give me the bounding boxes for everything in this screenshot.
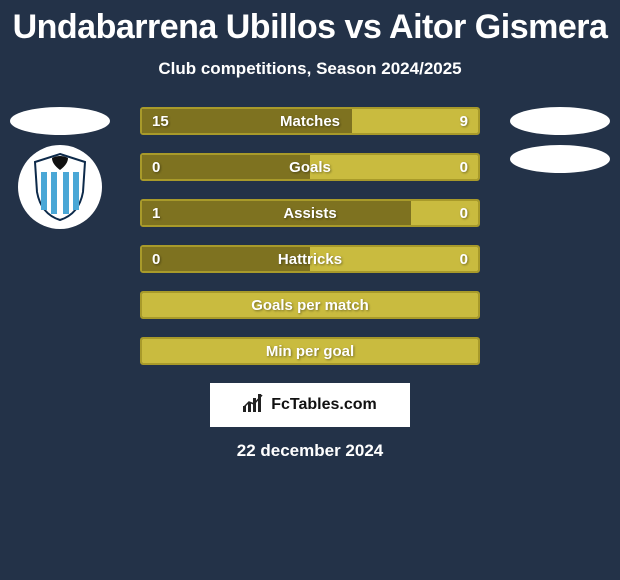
- stat-bar: Min per goal: [140, 337, 480, 365]
- stat-value-left: 15: [152, 109, 169, 133]
- stat-value-left: 0: [152, 247, 160, 271]
- bar-left-fill: [142, 293, 478, 317]
- stat-bar: 10Assists: [140, 199, 480, 227]
- branding-badge: FcTables.com: [210, 383, 410, 427]
- bar-left-fill: [142, 201, 411, 225]
- branding-text: FcTables.com: [271, 396, 377, 414]
- stat-bars: 159Matches00Goals10Assists00HattricksGoa…: [140, 107, 480, 365]
- stat-bar: 00Hattricks: [140, 245, 480, 273]
- bar-left-fill: [142, 339, 478, 363]
- bar-left-fill: [142, 247, 310, 271]
- bar-left-fill: [142, 155, 310, 179]
- page-title: Undabarrena Ubillos vs Aitor Gismera: [0, 0, 620, 47]
- stat-value-left: 0: [152, 155, 160, 179]
- stat-value-left: 1: [152, 201, 160, 225]
- stat-value-right: 0: [460, 201, 468, 225]
- stat-bar: Goals per match: [140, 291, 480, 319]
- comparison-content: 159Matches00Goals10Assists00HattricksGoa…: [0, 107, 620, 365]
- stat-value-right: 0: [460, 155, 468, 179]
- club-crest-left-icon: [18, 145, 102, 229]
- player-left-logos: [10, 107, 110, 229]
- stat-value-right: 0: [460, 247, 468, 271]
- ellipse-placeholder-icon: [10, 107, 110, 135]
- bar-chart-icon: [243, 394, 265, 417]
- bar-right-fill: [310, 247, 478, 271]
- stat-bar: 00Goals: [140, 153, 480, 181]
- subtitle: Club competitions, Season 2024/2025: [0, 59, 620, 79]
- bar-left-fill: [142, 109, 352, 133]
- player-right-logos: [510, 107, 610, 173]
- bar-right-fill: [310, 155, 478, 179]
- ellipse-placeholder-icon: [510, 107, 610, 135]
- stat-value-right: 9: [460, 109, 468, 133]
- ellipse-placeholder-icon: [510, 145, 610, 173]
- stat-bar: 159Matches: [140, 107, 480, 135]
- date-text: 22 december 2024: [0, 441, 620, 461]
